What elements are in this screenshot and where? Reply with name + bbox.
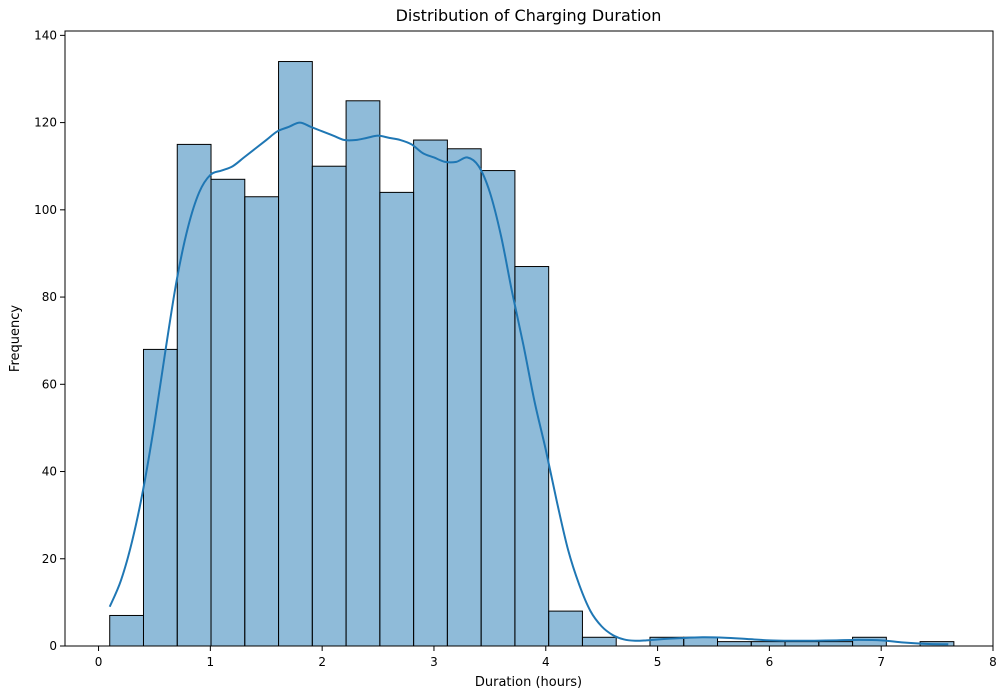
histogram-bar bbox=[548, 610, 583, 647]
histogram-bar bbox=[446, 148, 482, 647]
x-tick-label: 0 bbox=[95, 655, 103, 669]
y-tick-label: 40 bbox=[42, 465, 57, 479]
x-tick-label: 3 bbox=[430, 655, 438, 669]
y-tick-label: 80 bbox=[42, 290, 57, 304]
histogram-bar bbox=[345, 100, 381, 647]
histogram-bar bbox=[244, 196, 280, 647]
y-tick-label: 140 bbox=[34, 28, 57, 42]
histogram-bar bbox=[480, 170, 516, 647]
y-tick-label: 60 bbox=[42, 377, 57, 391]
histogram-bar bbox=[784, 641, 820, 647]
x-tick-label: 4 bbox=[542, 655, 550, 669]
y-tick-label: 120 bbox=[34, 116, 57, 130]
kde-curve bbox=[108, 121, 949, 646]
histogram-bar bbox=[210, 178, 246, 647]
histogram-bar bbox=[581, 636, 617, 647]
plot-area-frame bbox=[64, 30, 994, 647]
x-tick-label: 7 bbox=[877, 655, 885, 669]
histogram-bars bbox=[109, 61, 955, 647]
x-axis-label: Duration (hours) bbox=[475, 675, 582, 690]
histogram-bar bbox=[278, 61, 313, 647]
histogram-bar bbox=[514, 266, 550, 647]
x-tick-label: 6 bbox=[766, 655, 774, 669]
y-tick-label: 20 bbox=[42, 552, 57, 566]
histogram-bar bbox=[717, 641, 752, 647]
chart-title: Distribution of Charging Duration bbox=[396, 6, 662, 25]
x-tick-label: 8 bbox=[989, 655, 997, 669]
histogram-bar bbox=[818, 641, 854, 647]
histogram-bar bbox=[413, 139, 448, 647]
x-tick-label: 5 bbox=[654, 655, 662, 669]
histogram-bar bbox=[311, 165, 347, 647]
histogram-bar bbox=[852, 636, 887, 647]
y-tick-label: 0 bbox=[49, 639, 57, 653]
histogram-bar bbox=[109, 614, 144, 647]
y-tick-label: 100 bbox=[34, 203, 57, 217]
x-tick-label: 2 bbox=[318, 655, 326, 669]
histogram-bar bbox=[379, 191, 415, 647]
y-axis-label: Frequency bbox=[8, 305, 23, 372]
histogram-bar bbox=[176, 143, 212, 647]
x-axis-ticks: 0 1 2 3 4 5 6 7 8 bbox=[95, 646, 997, 669]
x-tick-label: 1 bbox=[207, 655, 215, 669]
histogram-bar bbox=[142, 348, 178, 647]
histogram-bar bbox=[750, 641, 786, 647]
y-axis-ticks: 0 20 40 60 80 100 120 140 bbox=[34, 28, 65, 653]
